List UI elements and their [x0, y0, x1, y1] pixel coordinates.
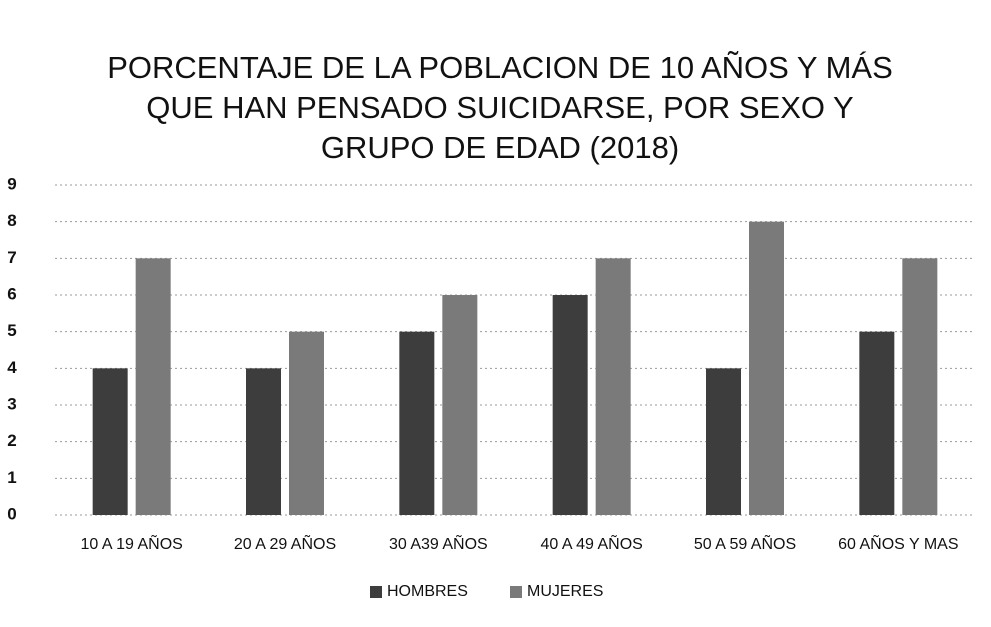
bar [595, 258, 631, 515]
x-tick-label: 60 AÑOS Y MAS [838, 533, 958, 553]
x-tick-label: 20 A 29 AÑOS [234, 533, 336, 553]
bar [442, 295, 478, 515]
bar [706, 368, 741, 515]
bar [552, 295, 588, 515]
chart-title: PORCENTAJE DE LA POBLACION DE 10 AÑOS Y … [107, 50, 893, 85]
y-tick-label: 0 [7, 504, 16, 523]
y-tick-label: 2 [7, 431, 16, 450]
bar [289, 331, 324, 515]
x-tick-label: 10 A 19 AÑOS [81, 533, 183, 553]
bar [399, 331, 435, 515]
bar [859, 331, 895, 515]
y-tick-label: 7 [7, 248, 16, 267]
y-tick-label: 3 [7, 394, 16, 413]
y-tick-label: 1 [7, 468, 16, 487]
legend-label: MUJERES [527, 583, 603, 600]
bar [246, 368, 281, 515]
bar [92, 368, 128, 515]
chart-title: GRUPO DE EDAD (2018) [321, 130, 679, 165]
x-tick-label: 30 A39 AÑOS [389, 533, 488, 553]
bar [902, 258, 938, 515]
legend-swatch [370, 586, 382, 598]
bar [135, 258, 171, 515]
y-tick-label: 4 [7, 358, 17, 377]
bar [749, 221, 784, 515]
legend-label: HOMBRES [387, 583, 468, 600]
y-tick-label: 9 [7, 174, 16, 193]
x-tick-label: 40 A 49 AÑOS [541, 533, 643, 553]
y-tick-label: 8 [7, 211, 16, 230]
legend-swatch [510, 586, 522, 598]
chart-title: QUE HAN PENSADO SUICIDARSE, POR SEXO Y [146, 90, 853, 125]
y-tick-label: 6 [7, 284, 16, 303]
y-tick-label: 5 [7, 321, 16, 340]
x-tick-label: 50 A 59 AÑOS [694, 533, 796, 553]
